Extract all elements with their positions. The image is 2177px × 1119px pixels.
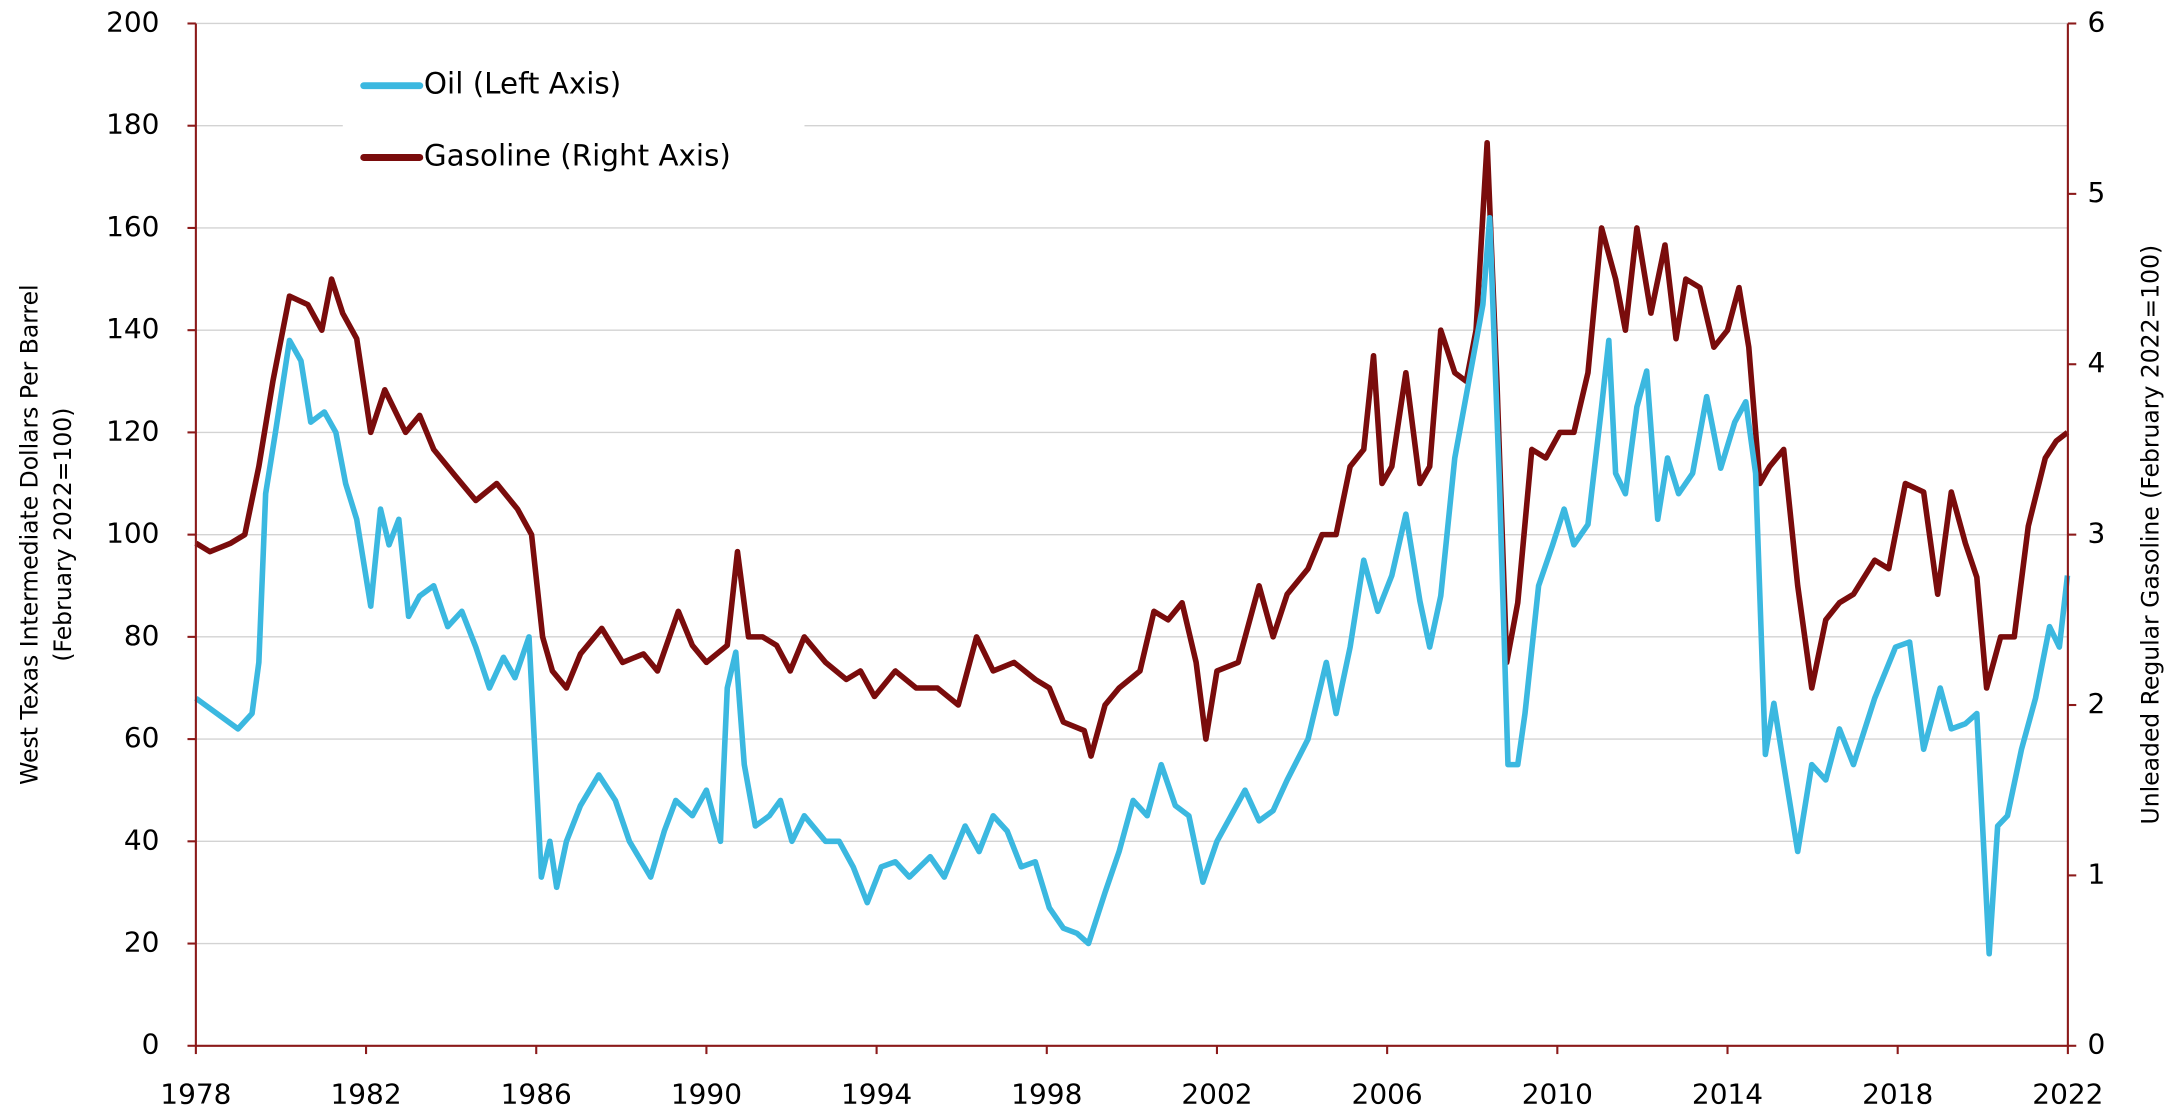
y-tick-label: 200 bbox=[106, 6, 159, 39]
y2-axis-label: Unleaded Regular Gasoline (February 2022… bbox=[2136, 245, 2164, 825]
x-tick-label: 2010 bbox=[1522, 1078, 1593, 1111]
y-tick-label: 20 bbox=[124, 926, 160, 959]
x-tick-label: 1982 bbox=[330, 1078, 401, 1111]
y-tick-label: 100 bbox=[106, 517, 159, 550]
y2-tick-label: 4 bbox=[2087, 346, 2105, 379]
y-axis-label: (February 2022=100) bbox=[49, 408, 77, 662]
y-tick-label: 80 bbox=[124, 619, 160, 652]
x-tick-label: 1986 bbox=[501, 1078, 572, 1111]
legend: Oil (Left Axis) Gasoline (Right Axis) bbox=[342, 55, 805, 199]
y2-tick-label: 0 bbox=[2087, 1028, 2105, 1061]
x-tick-label: 2018 bbox=[1862, 1078, 1933, 1111]
x-tick-label: 1990 bbox=[671, 1078, 742, 1111]
y2-tick-label: 1 bbox=[2087, 858, 2105, 891]
grid bbox=[195, 22, 2068, 1047]
y-axis-label: West Texas Intermediate Dollars Per Barr… bbox=[15, 284, 43, 784]
y2-tick-label: 3 bbox=[2087, 517, 2105, 550]
axes: 0 20 40 60 80 100 120 140 160 180 200 0 1 2 3 4 5 6 1978 19… bbox=[106, 6, 2105, 1111]
y-tick-label: 140 bbox=[106, 312, 159, 345]
series-line bbox=[194, 139, 2070, 759]
y-tick-label: 160 bbox=[106, 210, 159, 243]
x-tick-label: 1994 bbox=[841, 1078, 912, 1111]
y-tick-label: 180 bbox=[106, 108, 159, 141]
lines bbox=[194, 139, 2071, 957]
y2-tick-label: 2 bbox=[2087, 687, 2105, 720]
legend-label: Oil (Left Axis) bbox=[424, 67, 621, 101]
legend-label: Gasoline (Right Axis) bbox=[424, 139, 731, 173]
x-tick-label: 2006 bbox=[1352, 1078, 1423, 1111]
x-tick-label: 2002 bbox=[1181, 1078, 1252, 1111]
x-tick-label: 2014 bbox=[1692, 1078, 1763, 1111]
y-tick-label: 0 bbox=[142, 1028, 160, 1061]
y2-tick-label: 6 bbox=[2087, 6, 2105, 39]
x-tick-label: 1978 bbox=[160, 1078, 231, 1111]
y-tick-label: 40 bbox=[124, 823, 160, 856]
x-tick-label: 2022 bbox=[2032, 1078, 2103, 1111]
x-tick-label: 1998 bbox=[1011, 1078, 1082, 1111]
series-line bbox=[194, 214, 2071, 957]
legend-box bbox=[342, 55, 805, 199]
y-tick-label: 120 bbox=[106, 415, 159, 448]
y2-tick-label: 5 bbox=[2087, 176, 2105, 209]
y-tick-label: 60 bbox=[124, 721, 160, 754]
